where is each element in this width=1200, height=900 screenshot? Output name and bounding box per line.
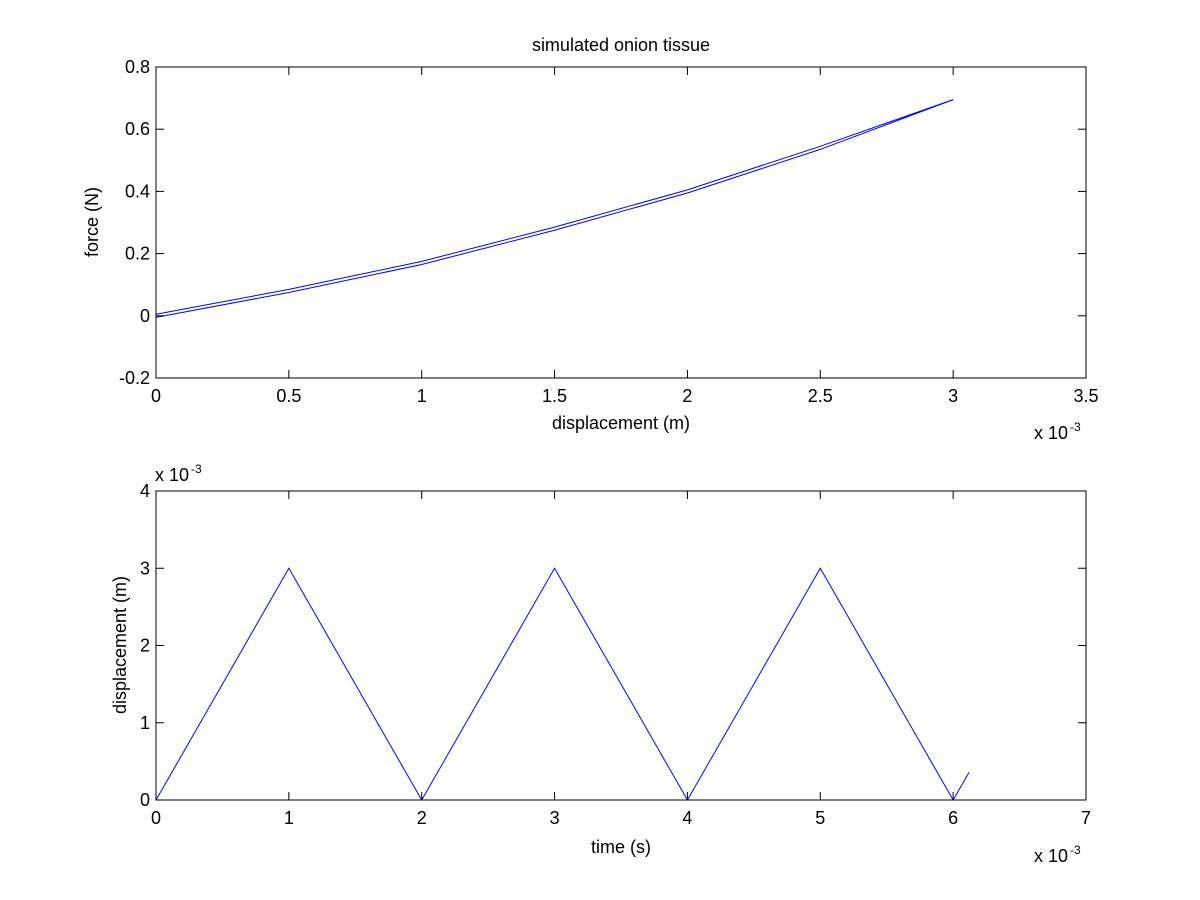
x-tick-label: 7	[1081, 808, 1091, 828]
y-tick-label: 0	[140, 306, 150, 326]
x-exponent-base: x 10	[1034, 846, 1068, 866]
x-tick-label: 3.5	[1073, 386, 1098, 406]
series-group	[155, 99, 954, 318]
x-exponent-base: x 10	[1034, 423, 1068, 443]
x-exponent-power: -3	[1070, 420, 1081, 434]
x-tick-label: 3	[550, 808, 560, 828]
y-ticks: 0 1 2 3 4	[140, 481, 1086, 810]
y-tick-label: 1	[140, 713, 150, 733]
series-line-0	[155, 567, 970, 802]
x-ticks: 0 0.5 1 1.5 2 2.5 3 3.5	[151, 67, 1099, 406]
axes-box	[155, 490, 1087, 801]
series-line-0	[155, 99, 954, 318]
x-tick-label: 4	[682, 808, 692, 828]
x-tick-label: 1	[417, 386, 427, 406]
y-tick-label: 0.4	[125, 181, 150, 201]
y-tick-label: 0.8	[125, 57, 150, 77]
y-tick-label: 0.6	[125, 119, 150, 139]
y-axis-label: force (N)	[82, 187, 102, 257]
x-tick-label: 2	[417, 808, 427, 828]
x-tick-label: 2	[682, 386, 692, 406]
y-tick-label: 4	[140, 481, 150, 501]
x-tick-label: 0	[151, 808, 161, 828]
y-axis-label: displacement (m)	[110, 576, 130, 714]
y-tick-label: 3	[140, 558, 150, 578]
x-axis-label: displacement (m)	[552, 413, 690, 433]
x-exponent-label: x 10 -3	[1034, 843, 1081, 866]
y-tick-label: -0.2	[119, 368, 150, 388]
x-tick-label: 2.5	[808, 386, 833, 406]
x-tick-label: 1	[284, 808, 294, 828]
x-exponent-label: x 10 -3	[1034, 420, 1081, 443]
force-displacement-chart: 0 0.5 1 1.5 2 2.5 3 3.5 -0.200.20.40.60.8 simul…	[82, 35, 1099, 443]
x-axis-label: time (s)	[591, 837, 651, 857]
x-tick-label: 5	[815, 808, 825, 828]
y-ticks: -0.2 0 0.2 0.4 0.6 0.8	[119, 57, 1086, 388]
x-exponent-power: -3	[1070, 843, 1081, 857]
axes-box	[155, 66, 1087, 379]
x-ticks: 0 1 2 3 4 5 6 7	[151, 491, 1091, 828]
x-tick-label: 0.5	[276, 386, 301, 406]
y-exponent-base: x 10	[155, 465, 189, 485]
x-tick-label: 0	[151, 386, 161, 406]
x-tick-label: 3	[948, 386, 958, 406]
chart-title: simulated onion tissue	[532, 35, 710, 55]
y-tick-label: 0	[140, 790, 150, 810]
y-exponent-power: -3	[191, 462, 202, 476]
y-tick-label: 2	[140, 636, 150, 656]
series-line-1	[155, 99, 954, 315]
x-tick-label: 1.5	[542, 386, 567, 406]
series-group	[155, 567, 970, 802]
x-tick-label: 6	[948, 808, 958, 828]
y-tick-label: 0.2	[125, 244, 150, 264]
displacement-time-chart: 0 1 2 3 4 5 6 7 0 1 2 3 4 time (s) displacement (m)…	[110, 462, 1091, 866]
y-exponent-label: x 10 -3	[155, 462, 202, 485]
